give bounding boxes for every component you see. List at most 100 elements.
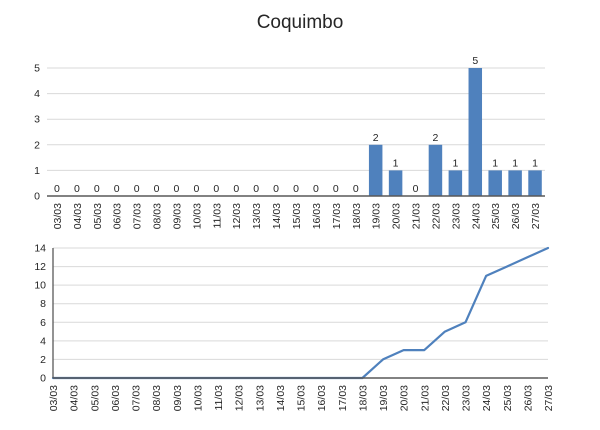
y-tick-label: 5: [34, 63, 40, 75]
x-tick-label: 12/03: [231, 203, 243, 229]
x-tick-label: 11/03: [211, 203, 223, 229]
bar-value-label: 0: [233, 183, 239, 195]
x-tick-label: 19/03: [371, 203, 383, 229]
x-tick-label: 26/03: [510, 203, 522, 229]
x-tick-label: 25/03: [502, 385, 514, 411]
x-tick-label: 04/03: [69, 385, 81, 411]
x-tick-label: 20/03: [399, 385, 411, 411]
bar: [468, 68, 483, 196]
bar-value-label: 0: [273, 183, 279, 195]
bar-value-label: 0: [253, 183, 259, 195]
bar-value-label: 0: [353, 183, 359, 195]
y-tick-label: 0: [34, 191, 40, 203]
y-tick-label: 2: [40, 354, 46, 366]
x-tick-label: 12/03: [234, 385, 246, 411]
y-tick-label: 1: [34, 165, 40, 177]
bar-value-label: 0: [213, 183, 219, 195]
x-tick-label: 24/03: [470, 203, 482, 229]
x-tick-label: 11/03: [213, 385, 225, 411]
x-tick-label: 14/03: [275, 385, 287, 411]
bar-value-label: 0: [114, 183, 120, 195]
x-tick-label: 05/03: [92, 203, 104, 229]
x-tick-label: 19/03: [378, 385, 390, 411]
x-tick-label: 15/03: [296, 385, 308, 411]
bar-value-label: 5: [472, 55, 478, 67]
bar-value-label: 1: [532, 157, 538, 169]
x-tick-label: 17/03: [337, 385, 349, 411]
y-tick-label: 8: [40, 298, 46, 310]
bar-value-label: 0: [94, 183, 100, 195]
gridlines: [47, 67, 545, 171]
bar: [488, 170, 502, 196]
x-tick-label: 08/03: [152, 203, 164, 229]
x-tick-label: 22/03: [430, 203, 442, 229]
x-tick-label: 14/03: [271, 203, 283, 229]
x-axis-tick-labels: 03/03 04/03 05/03 06/03 07/03 08/03 09/03 10/03…: [48, 385, 555, 411]
y-axis-tick-labels: 0 2 4 6 8 10 12 14: [34, 243, 46, 385]
bar-value-label: 2: [373, 132, 379, 144]
y-axis-tick-labels: 0 1 2 3 4 5: [34, 63, 40, 203]
x-tick-label: 08/03: [151, 385, 163, 411]
x-tick-label: 18/03: [357, 385, 369, 411]
bar-value-label: 0: [154, 183, 160, 195]
x-tick-label: 26/03: [522, 385, 534, 411]
x-tick-label: 10/03: [191, 203, 203, 229]
y-tick-label: 3: [34, 114, 40, 126]
bar: [528, 170, 542, 196]
x-tick-label: 04/03: [72, 203, 84, 229]
x-tick-label: 07/03: [131, 385, 143, 411]
x-tick-label: 05/03: [89, 385, 101, 411]
bar-value-label: 1: [492, 157, 498, 169]
bar-value-label: 0: [74, 183, 80, 195]
x-tick-label: 20/03: [391, 203, 403, 229]
bar-value-label: 0: [293, 183, 299, 195]
x-tick-label: 10/03: [192, 385, 204, 411]
bar-value-label: 1: [512, 157, 518, 169]
bar-value-label: 2: [433, 132, 439, 144]
bar-value-label: 0: [54, 183, 60, 195]
y-tick-label: 14: [34, 243, 46, 255]
x-tick-label: 25/03: [490, 203, 502, 229]
x-tick-label: 09/03: [171, 203, 183, 229]
bar-value-label: 0: [413, 183, 419, 195]
x-tick-label: 27/03: [543, 385, 555, 411]
bar: [428, 144, 443, 196]
x-tick-label: 03/03: [48, 385, 60, 411]
bar: [448, 170, 463, 196]
y-tick-label: 4: [40, 335, 46, 347]
x-tick-label: 16/03: [316, 385, 328, 411]
x-tick-label: 18/03: [351, 203, 363, 229]
y-tick-label: 4: [34, 88, 40, 100]
x-tick-label: 21/03: [411, 203, 423, 229]
x-axis-tick-labels: 03/03 04/03 05/03 06/03 07/03 08/03 09/03 10/03…: [52, 203, 542, 229]
line-series: [51, 246, 550, 380]
x-tick-label: 24/03: [481, 385, 493, 411]
x-tick-label: 03/03: [52, 203, 64, 229]
x-tick-label: 27/03: [530, 203, 542, 229]
bar: [508, 170, 522, 196]
y-tick-label: 12: [34, 261, 46, 273]
x-tick-label: 06/03: [110, 385, 122, 411]
x-tick-label: 13/03: [251, 203, 263, 229]
x-tick-label: 23/03: [450, 203, 462, 229]
cumulative-cases-line-chart: 0 2 4 6 8 10 12 14 03/03 04/03 05/03 06/03 07/03 08/0…: [34, 243, 555, 412]
x-tick-label: 17/03: [331, 203, 343, 229]
x-tick-label: 23/03: [461, 385, 473, 411]
bar-data-labels: 0 0 0 0 0 0 0 0 0 0 0 0 0 0 0 0 2 1 0 2 1 5 1 1 1: [54, 55, 538, 195]
x-tick-label: 07/03: [132, 203, 144, 229]
bar-value-label: 0: [333, 183, 339, 195]
bar: [388, 170, 403, 196]
bar-value-label: 1: [452, 157, 458, 169]
bar-value-label: 0: [134, 183, 140, 195]
y-tick-label: 10: [34, 280, 46, 292]
bar: [368, 144, 383, 196]
x-tick-label: 15/03: [291, 203, 303, 229]
y-tick-label: 6: [40, 317, 46, 329]
chart-title: Coquimbo: [256, 12, 344, 33]
bar-value-label: 1: [393, 157, 399, 169]
y-tick-label: 2: [34, 139, 40, 151]
x-tick-label: 21/03: [419, 385, 431, 411]
y-tick-label: 0: [40, 373, 46, 385]
x-tick-label: 06/03: [112, 203, 124, 229]
